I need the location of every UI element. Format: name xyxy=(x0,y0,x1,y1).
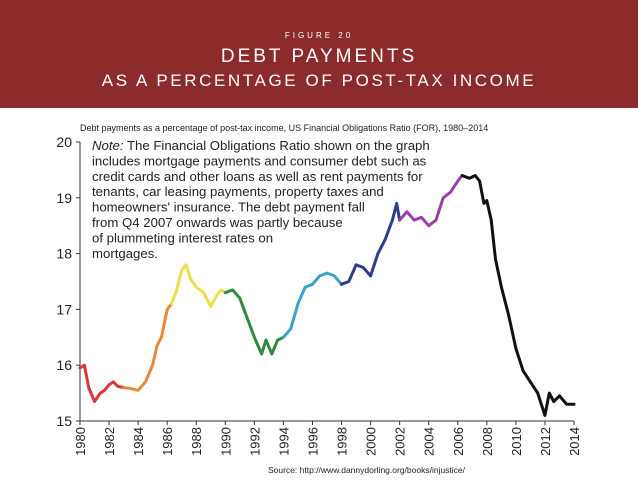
y-tick-label: 15 xyxy=(56,413,72,429)
data-line xyxy=(398,174,464,228)
note-text: credit cards and other loans as well as … xyxy=(92,169,423,184)
x-tick-label: 2000 xyxy=(364,427,379,456)
note-line: Note: The Financial Obligations Ratio sh… xyxy=(92,138,430,153)
note-line: of plummeting interest rates on xyxy=(92,230,273,245)
data-line xyxy=(340,201,402,286)
note-line: includes mortgage payments and consumer … xyxy=(92,153,427,168)
note-label: Note: xyxy=(92,138,124,153)
note-line: from Q4 2007 onwards was partly because xyxy=(92,215,343,230)
data-line xyxy=(78,363,126,403)
y-tick-label: 17 xyxy=(56,301,72,317)
data-line xyxy=(460,174,576,417)
x-tick-label: 1980 xyxy=(73,427,88,456)
note-line: homeowners' insurance. The debt payment … xyxy=(92,200,365,215)
y-tick-label: 16 xyxy=(56,357,72,373)
y-tick-label: 20 xyxy=(56,134,72,150)
note-text: The Financial Obligations Ratio shown on… xyxy=(124,138,430,153)
x-tick-label: 1986 xyxy=(160,427,175,456)
x-tick-label: 2010 xyxy=(509,427,524,456)
note: Note: The Financial Obligations Ratio sh… xyxy=(92,138,430,261)
data-line xyxy=(281,271,343,339)
x-tick-label: 1998 xyxy=(335,427,350,456)
figure-label: FIGURE 20 xyxy=(285,31,353,40)
y-tick-label: 19 xyxy=(56,190,72,206)
x-tick-label: 1984 xyxy=(131,427,146,456)
x-tick-label: 1994 xyxy=(276,427,291,456)
data-line xyxy=(170,263,227,309)
x-tick-label: 2012 xyxy=(538,427,553,456)
title-line: AS A PERCENTAGE OF POST-TAX INCOME xyxy=(102,71,536,90)
header-band xyxy=(0,0,638,108)
data-line xyxy=(122,302,173,392)
note-line: credit cards and other loans as well as … xyxy=(92,169,423,184)
x-tick-label: 2014 xyxy=(567,427,582,456)
x-tick-label: 1988 xyxy=(189,427,204,456)
note-line: mortgages. xyxy=(92,246,158,261)
x-tick-label: 1996 xyxy=(305,427,320,456)
note-text: includes mortgage payments and consumer … xyxy=(92,153,427,168)
x-tick-label: 2008 xyxy=(480,427,495,456)
data-line xyxy=(223,288,285,356)
note-text: from Q4 2007 onwards was partly because xyxy=(92,215,343,230)
x-tick-label: 2002 xyxy=(393,427,408,456)
title-line: DEBT PAYMENTS xyxy=(221,46,417,67)
plot: 15 16 17 18 19 20 1980 1982 1984 1986 1988 1990 1992… xyxy=(56,134,582,456)
note-line: tenants, car leasing payments, property … xyxy=(92,184,384,199)
note-text: tenants, car leasing payments, property … xyxy=(92,184,384,199)
note-text: mortgages. xyxy=(92,246,158,261)
note-text: of plummeting interest rates on xyxy=(92,230,273,245)
x-tick-label: 1982 xyxy=(102,427,117,456)
x-tick-label: 1992 xyxy=(247,427,262,456)
note-text: homeowners' insurance. The debt payment … xyxy=(92,200,365,215)
x-tick-label: 2006 xyxy=(451,427,466,456)
y-tick-label: 18 xyxy=(56,246,72,262)
chart-subtitle: Debt payments as a percentage of post-ta… xyxy=(80,123,488,133)
source: Source: http://www.dannydorling.org/book… xyxy=(268,465,466,475)
x-tick-label: 2004 xyxy=(422,427,437,456)
x-tick-label: 1990 xyxy=(218,427,233,456)
